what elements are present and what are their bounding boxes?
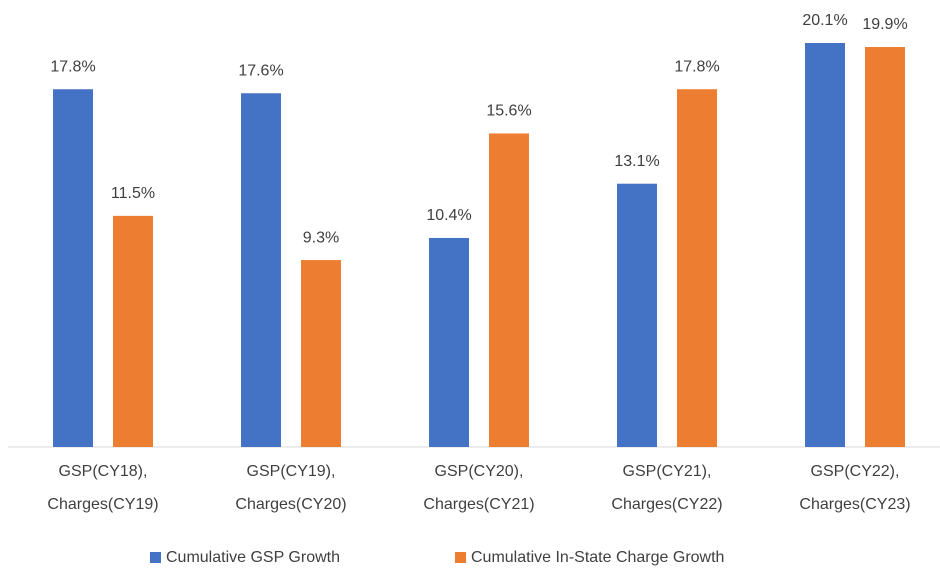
x-tick-label: GSP(CY21), — [623, 463, 712, 480]
data-label: 15.6% — [486, 103, 531, 120]
bar — [53, 89, 93, 448]
legend-swatch — [455, 552, 466, 563]
bar — [865, 47, 905, 448]
data-label: 17.8% — [50, 58, 95, 75]
x-tick-label: GSP(CY19), — [247, 463, 336, 480]
x-tick-label: GSP(CY22), — [811, 463, 900, 480]
bar — [677, 89, 717, 448]
data-label: 17.8% — [674, 58, 719, 75]
data-label: 20.1% — [802, 12, 847, 29]
data-label: 13.1% — [614, 153, 659, 170]
x-tick-label: GSP(CY18), — [59, 463, 148, 480]
legend-label: Cumulative GSP Growth — [166, 549, 340, 566]
x-tick-label: Charges(CY23) — [799, 496, 910, 513]
x-tick-label: GSP(CY20), — [435, 463, 524, 480]
bar — [617, 183, 657, 447]
data-label: 9.3% — [303, 229, 339, 246]
x-tick-label: Charges(CY20) — [235, 496, 346, 513]
data-label: 17.6% — [238, 62, 283, 79]
bar — [805, 43, 845, 447]
data-label: 11.5% — [111, 185, 155, 202]
x-tick-label: Charges(CY21) — [423, 496, 534, 513]
bar — [113, 215, 153, 447]
data-label: 10.4% — [426, 207, 471, 224]
x-tick-label: Charges(CY22) — [611, 496, 722, 513]
legend-label: Cumulative In-State Charge Growth — [471, 549, 724, 566]
bar — [241, 93, 281, 448]
bar — [489, 133, 529, 447]
bar — [429, 237, 469, 447]
bar — [301, 260, 341, 447]
legend-swatch — [150, 552, 161, 563]
x-tick-label: Charges(CY19) — [47, 496, 158, 513]
data-label: 19.9% — [862, 16, 907, 33]
